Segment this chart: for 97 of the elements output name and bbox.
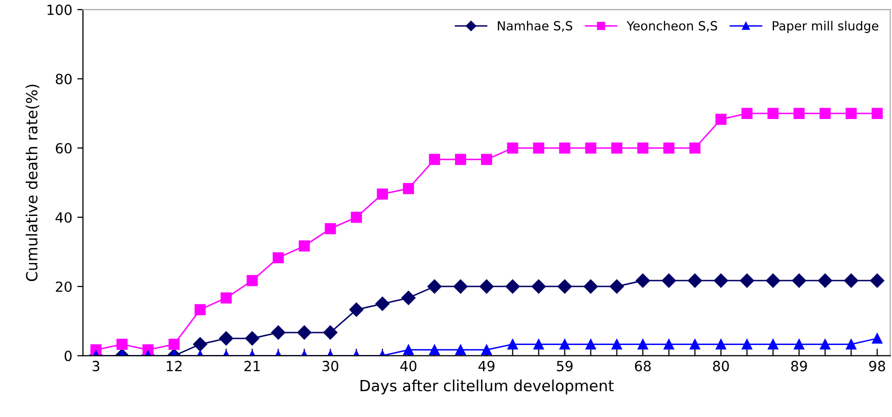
point [740,274,754,288]
y-tick-label: 20 [56,281,72,292]
point [350,212,362,223]
point [742,339,752,350]
point [689,142,700,154]
x-tick-label: 49 [478,360,494,372]
x-tick-label: 80 [713,360,729,372]
point [507,339,518,350]
point [768,339,778,350]
point [714,274,728,288]
point [453,279,468,294]
point [194,304,206,316]
x-tick-label: 98 [869,360,886,372]
y-tick-label: 80 [56,74,72,84]
point [767,108,779,119]
point [636,274,650,288]
point [584,279,598,294]
point [794,339,804,350]
point [533,339,544,350]
point [323,325,338,340]
point [663,142,674,154]
point [116,338,128,350]
point [481,154,492,166]
legend-label: Namhae S,S [498,20,572,32]
point [820,108,831,119]
legend-label: Yeoncheon S,S [626,20,718,32]
x-tick-label: 40 [400,360,416,372]
y-axis-title: Cumulative death rate(%) [26,84,40,282]
point [375,296,390,311]
point [219,331,234,346]
point [401,290,416,305]
point [271,325,286,340]
point [611,142,622,154]
point [402,182,414,194]
point [429,344,440,356]
point [766,274,780,288]
point [168,338,180,350]
point [586,339,596,350]
point [220,292,232,304]
x-tick-label: 68 [634,360,651,372]
point [376,188,388,200]
point [455,344,466,356]
point [560,339,570,350]
point [297,325,312,340]
point [794,108,805,119]
point [532,279,546,294]
point [715,114,727,125]
point [870,274,884,288]
point [664,339,674,350]
point [245,331,260,346]
point [506,279,520,294]
point [741,108,753,119]
point [454,154,466,166]
x-tick-label: 30 [322,360,338,372]
point [558,279,572,294]
point [872,108,883,119]
x-tick-label: 3 [92,360,100,372]
point [690,339,700,350]
point [193,337,208,352]
point [662,274,676,288]
point [846,108,857,119]
point [481,344,492,356]
point [872,333,882,344]
point [507,142,518,154]
point [349,302,364,317]
legend-label: Paper mill sludge [772,20,878,33]
y-tick-label: 40 [56,212,72,223]
point [585,142,596,154]
point [637,142,648,154]
point [820,339,830,350]
point [480,279,494,294]
point [818,274,832,288]
point [844,274,858,288]
x-tick-label: 21 [244,360,260,372]
point [716,339,726,350]
point [298,240,310,252]
x-tick-label: 89 [791,360,807,372]
point [559,142,570,154]
x-axis-title: Days after clitellum development [360,380,614,394]
point [427,279,442,294]
point [246,275,258,286]
point [846,339,856,350]
point [792,274,806,288]
point [688,274,702,288]
x-tick-label: 59 [556,360,573,372]
y-tick-label: 100 [48,4,72,16]
point [533,142,544,154]
point [610,279,624,294]
point [428,154,440,166]
x-tick-label: 12 [166,360,182,372]
y-tick-label: 0 [64,350,72,362]
point [638,339,648,350]
point [272,252,284,264]
point [324,223,336,234]
point [612,339,622,350]
y-tick-label: 60 [56,143,72,154]
point [403,344,414,356]
